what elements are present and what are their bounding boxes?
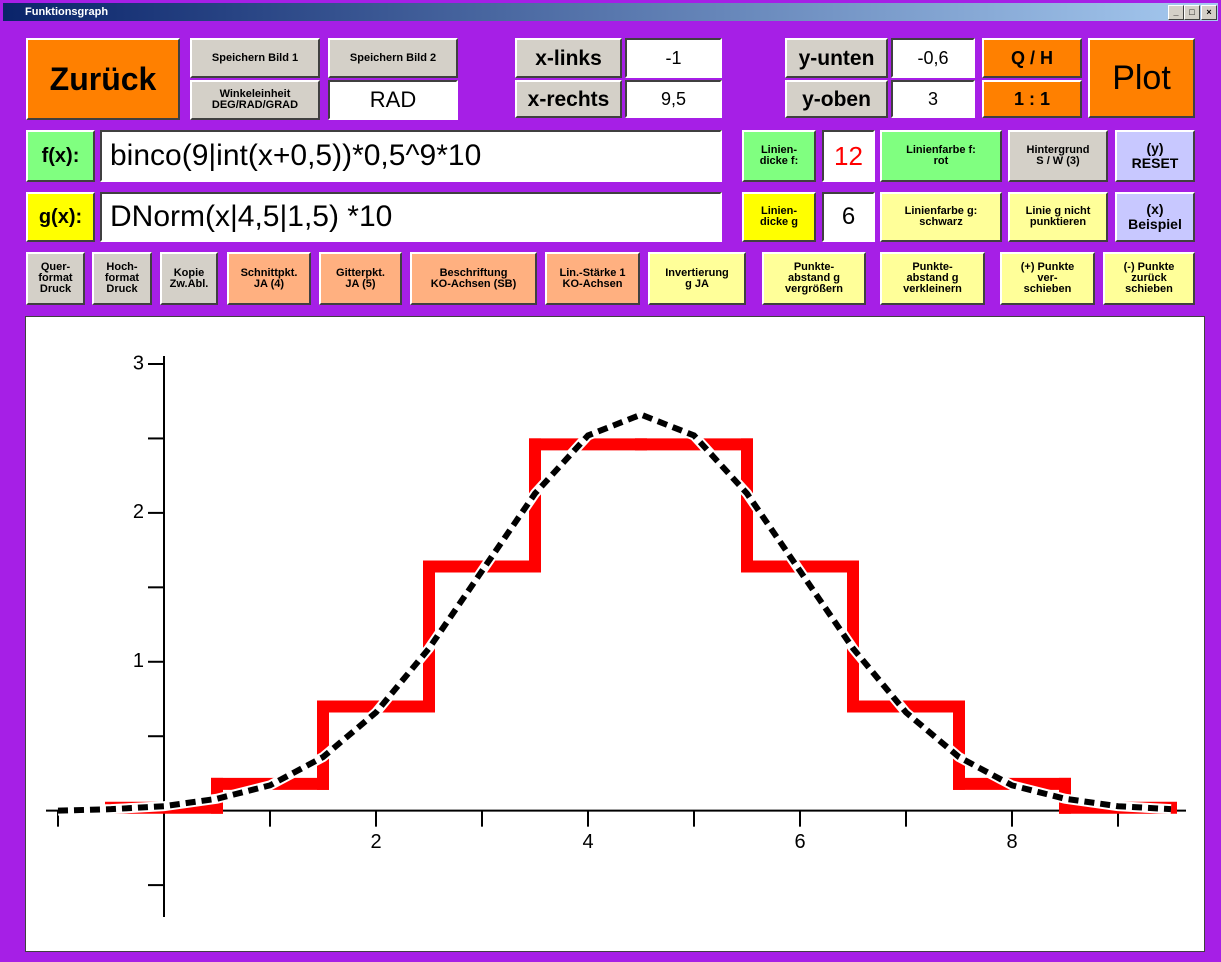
g-color-button[interactable]: Linienfarbe g: schwarz	[880, 192, 1002, 242]
g-width-label[interactable]: Linien- dicke g	[742, 192, 816, 242]
plot-button[interactable]: Plot	[1088, 38, 1195, 118]
minimize-button[interactable]: _	[1168, 5, 1184, 20]
y-bottom-field[interactable]: -0,6	[891, 38, 975, 78]
angle-unit-field: RAD	[328, 80, 458, 120]
back-button[interactable]: Zurück	[26, 38, 180, 120]
option-button[interactable]: Invertierung g JA	[648, 252, 746, 305]
reset-button[interactable]: (y) RESET	[1115, 130, 1195, 182]
y-tick-label: 1	[133, 650, 144, 672]
example-button[interactable]: (x) Beispiel	[1115, 192, 1195, 242]
x-tick-label: 2	[370, 831, 381, 853]
f-width-label[interactable]: Linien- dicke f:	[742, 130, 816, 182]
option-button[interactable]: Gitterpkt. JA (5)	[319, 252, 402, 305]
x-right-field[interactable]: 9,5	[625, 80, 722, 118]
f-label[interactable]: f(x):	[26, 130, 95, 182]
window-title: Funktionsgraph	[25, 6, 109, 18]
ratio-button[interactable]: 1 : 1	[982, 80, 1082, 118]
g-formula-field[interactable]: DNorm(x|4,5|1,5) *10	[100, 192, 722, 242]
x-left-label[interactable]: x-links	[515, 38, 622, 78]
y-bottom-label[interactable]: y-unten	[785, 38, 888, 78]
format-button[interactable]: Q / H	[982, 38, 1082, 78]
y-top-label[interactable]: y-oben	[785, 80, 888, 118]
title-bar: Funktionsgraph _ □ ×	[3, 3, 1218, 21]
option-button[interactable]: Hoch- format Druck	[92, 252, 152, 305]
save-image-1-button[interactable]: Speichern Bild 1	[190, 38, 320, 78]
plot-area: 2 4 6 8 1 2 3	[25, 316, 1205, 952]
option-button[interactable]: Kopie Zw.Abl.	[160, 252, 218, 305]
option-button[interactable]: Beschriftung KO-Achsen (SB)	[410, 252, 537, 305]
close-button[interactable]: ×	[1201, 5, 1217, 20]
x-left-field[interactable]: -1	[625, 38, 722, 78]
x-tick-label: 8	[1006, 831, 1017, 853]
f-formula-field[interactable]: binco(9|int(x+0,5))*0,5^9*10	[100, 130, 722, 182]
maximize-button[interactable]: □	[1184, 5, 1200, 20]
y-top-field[interactable]: 3	[891, 80, 975, 118]
x-tick-label: 4	[582, 831, 593, 853]
option-button[interactable]: Lin.-Stärke 1 KO-Achsen	[545, 252, 640, 305]
series-line	[57, 411, 1172, 814]
x-right-label[interactable]: x-rechts	[515, 80, 622, 118]
g-width-field[interactable]: 6	[822, 192, 875, 242]
y-tick-label: 3	[133, 352, 144, 374]
option-button[interactable]: Schnittpkt. JA (4)	[227, 252, 311, 305]
g-label[interactable]: g(x):	[26, 192, 95, 242]
option-button[interactable]: (-) Punkte zurück schieben	[1103, 252, 1195, 305]
f-color-button[interactable]: Linienfarbe f: rot	[880, 130, 1002, 182]
option-button[interactable]: Punkte- abstand g vergrößern	[762, 252, 866, 305]
y-tick-label: 2	[133, 501, 144, 523]
option-button[interactable]: Punkte- abstand g verkleinern	[880, 252, 985, 305]
line-halo	[57, 409, 1172, 816]
x-tick-label: 6	[794, 831, 805, 853]
option-button[interactable]: Quer- format Druck	[26, 252, 85, 305]
f-width-field[interactable]: 12	[822, 130, 875, 182]
dotted-button[interactable]: Linie g nicht punktieren	[1008, 192, 1108, 242]
angle-unit-button[interactable]: Winkeleinheit DEG/RAD/GRAD	[190, 80, 320, 120]
save-image-2-button[interactable]: Speichern Bild 2	[328, 38, 458, 78]
option-button[interactable]: (+) Punkte ver- schieben	[1000, 252, 1095, 305]
background-button[interactable]: Hintergrund S / W (3)	[1008, 130, 1108, 182]
